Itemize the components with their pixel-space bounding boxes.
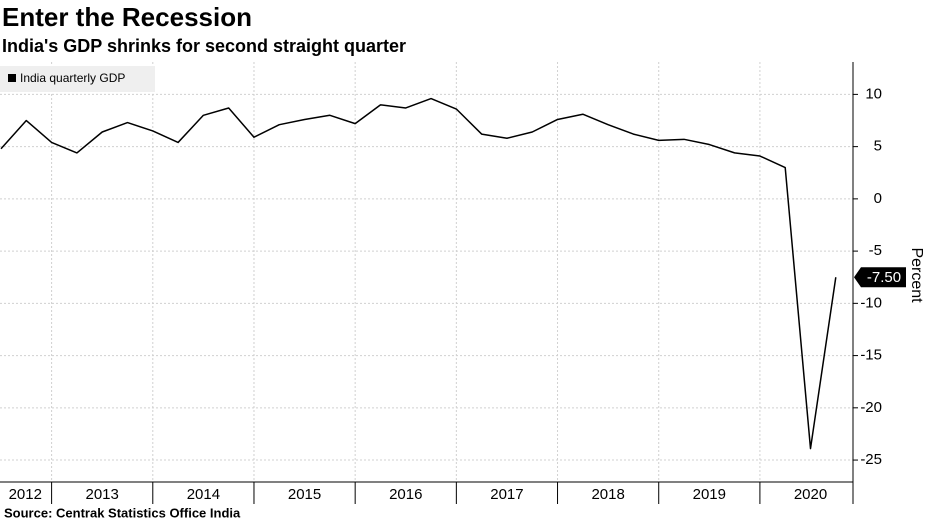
x-tick-label: 2016 xyxy=(389,486,422,503)
legend-box xyxy=(0,66,155,92)
y-tick-label: -20 xyxy=(860,399,882,416)
x-tick-label: 2020 xyxy=(794,486,827,503)
x-tick-label: 2012 xyxy=(9,486,42,503)
chart-subtitle: India's GDP shrinks for second straight … xyxy=(2,36,406,56)
x-tick-label: 2014 xyxy=(187,486,220,503)
value-label: -7.50 xyxy=(867,269,901,286)
y-axis-label: Percent xyxy=(908,247,925,303)
legend-label: India quarterly GDP xyxy=(20,71,125,85)
line-series xyxy=(0,97,837,450)
chart-title: Enter the Recession xyxy=(2,2,252,32)
x-tick-label: 2013 xyxy=(86,486,119,503)
y-tick-label: -5 xyxy=(869,242,882,259)
source: Source: Centrak Statistics Office India xyxy=(4,505,241,520)
legend-swatch xyxy=(8,74,16,82)
y-tick-label: -15 xyxy=(860,347,882,364)
value-label-box xyxy=(854,267,906,288)
y-tick-label: -25 xyxy=(860,451,882,468)
y-tick-label: -10 xyxy=(860,294,882,311)
plot xyxy=(0,62,853,482)
y-tick-label: 0 xyxy=(874,190,882,207)
x-tick-label: 2018 xyxy=(591,486,624,503)
x-tick-label: 2017 xyxy=(490,486,523,503)
y-tick-label: 5 xyxy=(874,138,882,155)
y-tick-label: 10 xyxy=(865,85,882,102)
x-tick-label: 2019 xyxy=(693,486,726,503)
x-tick-label: 2015 xyxy=(288,486,321,503)
